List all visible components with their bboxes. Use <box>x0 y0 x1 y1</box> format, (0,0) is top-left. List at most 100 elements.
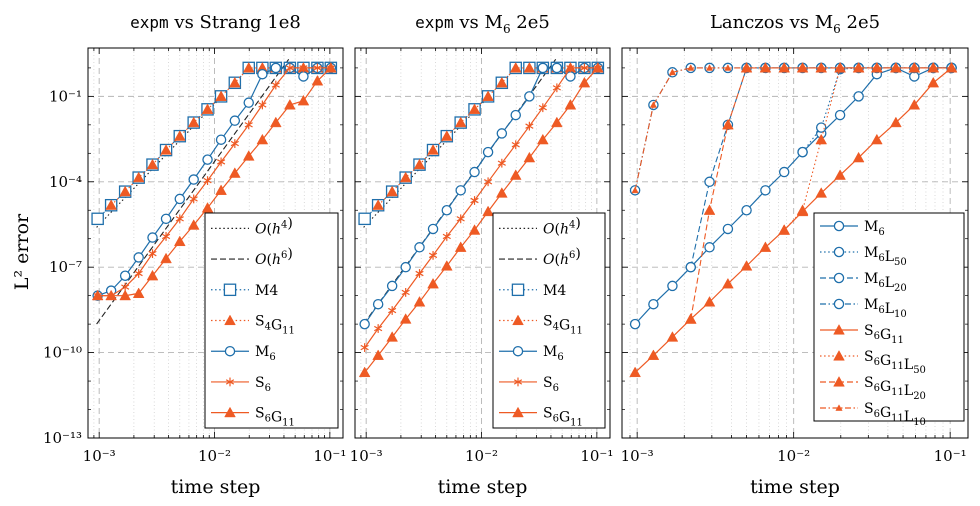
y-tick-label: 10⁻⁷ <box>49 258 82 276</box>
legend-swatch-marker <box>833 298 845 310</box>
data-point <box>740 260 753 271</box>
legend-label-part: L <box>885 249 894 265</box>
data-point <box>415 269 424 278</box>
data-point-stroke <box>388 307 397 314</box>
data-point <box>188 174 199 185</box>
data-point <box>687 64 695 71</box>
data-point <box>629 366 641 378</box>
series-line-2 <box>96 58 290 325</box>
data-point <box>909 71 920 82</box>
legend-label-part: O <box>543 252 555 268</box>
legend-label-part: M4 <box>543 283 566 299</box>
data-point <box>454 241 467 252</box>
data-point <box>705 64 714 71</box>
y-tick-label: 10⁻¹³ <box>43 429 82 447</box>
legend-label: O(h4) <box>543 215 581 237</box>
data-point <box>704 176 715 188</box>
data-point-stroke <box>374 325 383 332</box>
legend-swatch-marker <box>512 314 524 326</box>
data-point <box>890 116 902 128</box>
data-point <box>215 184 227 195</box>
legend-swatch-marker-stroke <box>513 379 523 385</box>
legend-label: M6 <box>543 344 564 363</box>
x-tick-label: 10⁻³ <box>350 447 383 465</box>
legend-label-part: 11 <box>891 413 904 424</box>
plot-frame <box>621 47 969 439</box>
data-point <box>242 150 255 161</box>
series-line-8 <box>634 67 952 191</box>
panel-title-part: vs M <box>454 12 503 33</box>
data-point <box>160 144 172 155</box>
y-tick-label: 10⁻¹⁰ <box>43 344 82 362</box>
panel-title-sub: 6 <box>833 22 841 36</box>
data-point <box>666 331 679 342</box>
legend-swatch-marker <box>833 272 845 284</box>
data-point <box>566 63 575 73</box>
data-point <box>374 324 383 333</box>
data-point <box>724 64 732 71</box>
legend-label-part: 6 <box>878 227 884 238</box>
data-point <box>91 212 104 226</box>
legend-label: O(h6) <box>255 246 293 268</box>
panel-title-sub: 6 <box>503 22 511 36</box>
legend-label-part: 6 <box>874 409 880 420</box>
x-tick-label: 10⁻³ <box>621 447 654 465</box>
data-point <box>132 287 145 298</box>
legend-label: S4G11 <box>543 314 583 337</box>
data-point <box>629 318 641 330</box>
data-point <box>761 64 770 71</box>
legend-swatch-marker <box>224 406 236 418</box>
data-point <box>760 185 771 196</box>
data-point-stroke <box>497 160 506 166</box>
legend-swatch-marker <box>511 283 525 297</box>
data-point <box>229 167 241 178</box>
legend-label-part: S <box>255 406 265 422</box>
data-point <box>414 242 425 253</box>
data-point-stroke <box>134 270 143 277</box>
panel-title: expm vs Strang 1e8 <box>130 12 301 33</box>
legend-label-part: L <box>904 409 913 425</box>
series-line-6 <box>364 67 598 348</box>
legend-label-part: 6 <box>265 383 271 394</box>
data-point-stroke <box>244 122 253 128</box>
legend-swatch-marker <box>512 406 524 418</box>
legend-label-part: O <box>543 221 555 237</box>
data-point <box>413 158 426 170</box>
data-point <box>311 74 324 86</box>
data-point <box>536 133 549 145</box>
data-point-stroke <box>511 142 520 148</box>
data-point <box>780 64 788 71</box>
series-line-7 <box>690 67 952 320</box>
data-point <box>892 64 900 71</box>
legend-label: S6G11L20 <box>864 375 926 402</box>
data-point <box>470 196 479 205</box>
x-tick-label: 10⁻³ <box>83 447 116 465</box>
legend-label-part: 4 <box>553 322 559 333</box>
data-point-stroke <box>415 270 424 277</box>
data-point <box>741 204 752 216</box>
data-point <box>132 171 145 183</box>
legend-label: M4 <box>543 283 566 299</box>
data-point-stroke <box>566 65 575 71</box>
legend-label-part: M <box>864 219 878 235</box>
data-point <box>815 133 828 145</box>
legend-label-part: L <box>904 357 913 373</box>
x-tick-label: 10⁻¹ <box>934 447 967 465</box>
data-point <box>256 133 269 145</box>
data-point-stroke <box>175 216 184 222</box>
legend-swatch-marker-stroke <box>225 379 235 385</box>
legend-label-part: L <box>885 301 894 317</box>
plot-frame <box>354 47 611 439</box>
data-point <box>229 76 241 88</box>
legend-label-part: 10 <box>894 309 907 320</box>
data-point-stroke <box>285 65 294 71</box>
legend-swatch-marker <box>833 220 845 232</box>
data-point <box>815 122 827 133</box>
data-point-stroke <box>538 104 547 111</box>
legend-label-part: 11 <box>891 335 904 346</box>
legend-swatch-marker <box>833 376 845 387</box>
legend-label: O(h4) <box>255 215 293 237</box>
